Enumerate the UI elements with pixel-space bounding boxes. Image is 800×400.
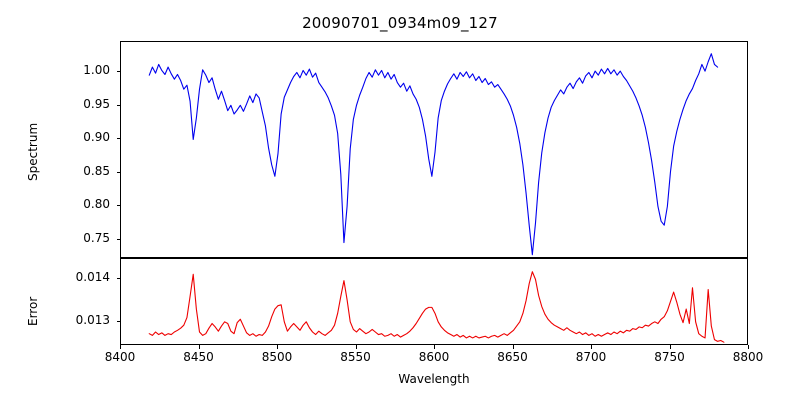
x-tick-label: 8700	[575, 350, 607, 364]
x-tick-label: 8550	[340, 350, 371, 364]
y-tick-label: 0.75	[83, 230, 110, 245]
error-axis-label: Error	[26, 296, 40, 326]
y-tick-label: 0.013	[75, 312, 110, 327]
y-tick-mark	[116, 171, 120, 173]
x-tick-mark	[669, 345, 671, 349]
x-tick-label: 8800	[732, 350, 764, 364]
y-tick-label: 0.85	[83, 163, 110, 178]
y-tick-mark	[116, 138, 120, 140]
error-panel	[120, 258, 748, 345]
error-line	[148, 271, 725, 343]
x-tick-label: 8750	[654, 350, 685, 364]
y-tick-mark	[116, 238, 120, 240]
y-tick-label: 0.90	[83, 130, 110, 145]
x-tick-label: 8450	[183, 350, 214, 364]
x-tick-label: 8400	[104, 350, 136, 364]
x-tick-mark	[512, 345, 514, 349]
spectrum-line	[148, 53, 719, 256]
y-tick-mark	[116, 278, 120, 280]
page-title: 20090701_0934m09_127	[302, 14, 498, 32]
x-tick-mark	[355, 345, 357, 349]
spectrum-panel	[120, 41, 748, 258]
y-tick-mark	[116, 320, 120, 322]
x-tick-mark	[434, 345, 435, 349]
wavelength-axis-label: Wavelength	[398, 372, 470, 386]
x-tick-mark	[277, 345, 278, 349]
y-tick-label: 0.80	[83, 197, 110, 212]
spectrum-plot-area	[148, 53, 719, 256]
x-tick-mark	[748, 345, 749, 349]
y-tick-mark	[116, 205, 120, 207]
y-tick-mark	[116, 104, 120, 106]
x-tick-label: 8600	[418, 350, 450, 364]
error-plot-area	[148, 271, 725, 343]
y-tick-label: 1.00	[83, 63, 110, 78]
x-tick-mark	[591, 345, 592, 349]
x-tick-label: 8500	[261, 350, 293, 364]
y-tick-label: 0.95	[83, 96, 110, 111]
x-tick-label: 8650	[497, 350, 528, 364]
x-tick-mark	[198, 345, 200, 349]
x-tick-mark	[120, 345, 121, 349]
spectrum-axis-label: Spectrum	[26, 122, 40, 181]
y-tick-label: 0.014	[75, 270, 110, 285]
y-tick-mark	[116, 71, 120, 73]
